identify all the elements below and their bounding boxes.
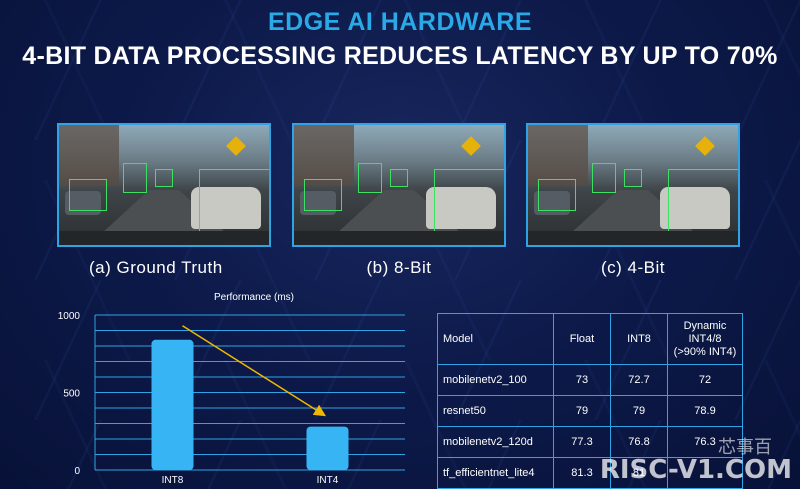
- caption-8-bit: (b) 8-Bit: [366, 258, 432, 277]
- image-8-bit: [292, 123, 506, 247]
- header-int8: INT8: [610, 313, 668, 365]
- x-axis-labels: INT8 INT4: [162, 475, 339, 485]
- table-row: mobilenetv2_120d 77.3 76.8 76.3: [437, 426, 743, 458]
- bar-int4: [306, 426, 349, 470]
- cell-int8: 72.7: [610, 364, 668, 396]
- cell-float: 79: [553, 395, 611, 427]
- cell-float: 81.3: [553, 457, 611, 489]
- header-dynamic-line2: INT4/8: [688, 332, 722, 345]
- table-row: tf_efficientnet_lite4 81.3 81: [437, 457, 743, 489]
- caption-ground-truth: (a) Ground Truth: [89, 258, 223, 277]
- header-dynamic-line3: (>90% INT4): [673, 345, 737, 358]
- cell-dynamic: 76.3: [667, 426, 743, 458]
- chart-bars: [151, 339, 349, 470]
- cell-dynamic: [667, 457, 743, 489]
- cell-int8: 76.8: [610, 426, 668, 458]
- cell-model: mobilenetv2_100: [437, 364, 554, 396]
- table-row: resnet50 79 79 78.9: [437, 395, 743, 427]
- trend-arrow: [182, 325, 327, 417]
- cell-dynamic: 72: [667, 364, 743, 396]
- cell-int8: 79: [610, 395, 668, 427]
- cell-float: 73: [553, 364, 611, 396]
- y-axis-ticks: 0 500 1000: [58, 311, 81, 477]
- cell-dynamic: 78.9: [667, 395, 743, 427]
- cell-model: tf_efficientnet_lite4: [437, 457, 554, 489]
- table-header-row: Model Float INT8 Dynamic INT4/8 (>90% IN…: [437, 313, 743, 365]
- header-dynamic: Dynamic INT4/8 (>90% INT4): [667, 313, 743, 365]
- model-accuracy-table: Model Float INT8 Dynamic INT4/8 (>90% IN…: [437, 313, 743, 489]
- y-tick-label: 1000: [58, 311, 81, 322]
- cell-model: resnet50: [437, 395, 554, 427]
- chart-title: Performance (ms): [214, 292, 295, 303]
- y-tick-label: 500: [63, 389, 80, 400]
- cell-float: 77.3: [553, 426, 611, 458]
- watermark-text: RISC-V1.COM: [599, 455, 792, 485]
- performance-chart: 0 500 1000 INT8 INT4: [58, 311, 405, 485]
- header-float: Float: [553, 313, 611, 365]
- header-dynamic-line1: Dynamic: [683, 319, 727, 332]
- page-subtitle: 4-BIT DATA PROCESSING REDUCES LATENCY BY…: [22, 42, 778, 70]
- y-tick-label: 0: [74, 466, 80, 477]
- cell-model: mobilenetv2_120d: [437, 426, 554, 458]
- table-row: mobilenetv2_100 73 72.7 72: [437, 364, 743, 396]
- watermark-logo: 芯事百: [718, 437, 772, 457]
- bar-int8: [151, 339, 194, 470]
- image-ground-truth: [57, 123, 271, 247]
- x-tick-label: INT4: [317, 475, 339, 485]
- image-4-bit: [526, 123, 740, 247]
- header-model: Model: [437, 313, 554, 365]
- page-title: EDGE AI HARDWARE: [267, 8, 533, 36]
- caption-4-bit: (c) 4-Bit: [601, 258, 665, 277]
- chart-grid: [94, 314, 405, 471]
- x-tick-label: INT8: [162, 475, 184, 485]
